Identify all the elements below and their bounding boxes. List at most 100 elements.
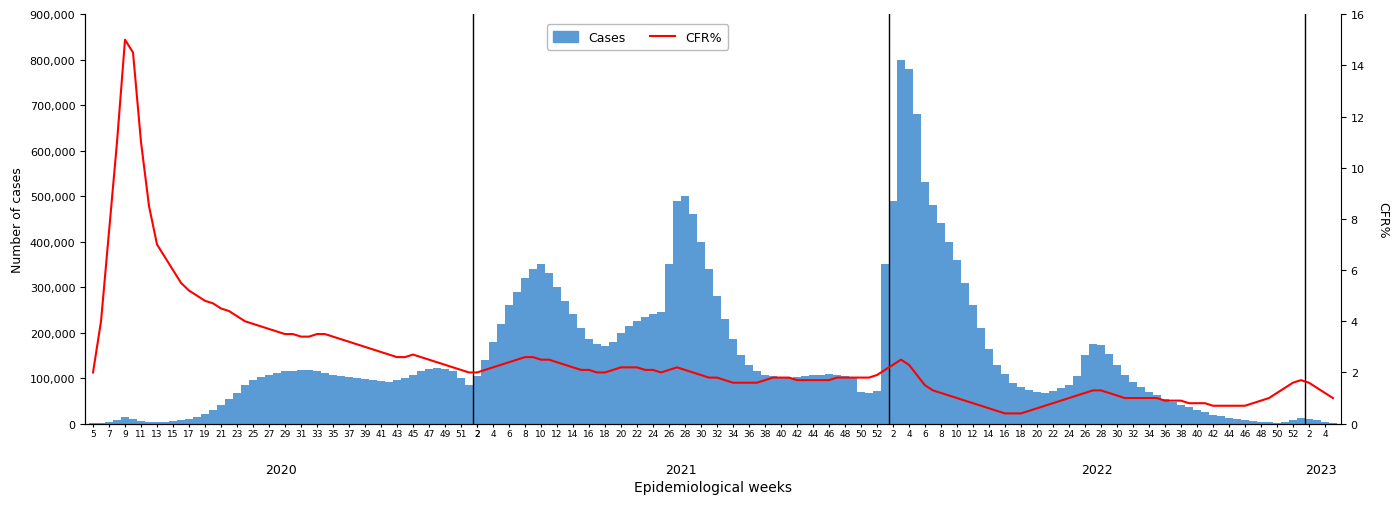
Y-axis label: CFR%: CFR% [1376,201,1389,238]
Bar [1145,392,1154,424]
Bar [721,319,729,424]
Bar [561,301,568,424]
Bar [209,410,217,424]
Bar [977,328,986,424]
Bar [1305,419,1313,424]
Bar [1273,423,1281,424]
Bar [577,328,585,424]
Bar [641,317,650,424]
Bar [273,373,281,424]
Bar [1154,396,1161,424]
Bar [889,201,897,424]
Bar [881,265,889,424]
Bar [489,342,497,424]
Bar [729,340,736,424]
Bar [321,373,329,424]
Bar [449,372,456,424]
Bar [146,423,153,424]
Bar [713,296,721,424]
Bar [1161,399,1169,424]
Bar [1266,423,1273,424]
Bar [706,269,713,424]
Bar [809,376,818,424]
Bar [249,381,258,424]
Bar [993,365,1001,424]
Bar [1049,391,1057,424]
Bar [329,375,337,424]
Bar [736,356,745,424]
Text: 2021: 2021 [665,463,697,476]
Bar [1313,421,1322,424]
Bar [193,417,202,424]
Bar [585,340,594,424]
Bar [361,379,370,424]
Bar [745,365,753,424]
Bar [769,377,777,424]
Bar [930,206,937,424]
Bar [538,265,545,424]
Bar [314,372,321,424]
Bar [465,385,473,424]
Bar [217,405,225,424]
Bar [913,115,921,424]
Bar [1081,356,1089,424]
Bar [1072,376,1081,424]
Bar [785,378,792,424]
Bar [281,372,288,424]
Bar [792,378,801,424]
Bar [441,369,449,424]
Bar [400,378,409,424]
Bar [673,201,680,424]
Bar [1329,423,1337,424]
Bar [601,346,609,424]
Bar [650,315,657,424]
Bar [777,378,785,424]
Bar [258,378,265,424]
Bar [1113,366,1121,424]
Bar [521,278,529,424]
Bar [953,261,960,424]
Bar [1217,417,1225,424]
Bar [986,349,993,424]
Bar [433,369,441,424]
Bar [680,197,689,424]
Bar [1042,393,1049,424]
Bar [344,378,353,424]
Bar [1177,405,1184,424]
Bar [305,371,314,424]
Bar [393,381,400,424]
Bar [617,333,624,424]
Bar [1249,421,1257,424]
Bar [624,326,633,424]
Text: 2022: 2022 [1081,463,1113,476]
Bar [753,372,762,424]
Bar [1240,420,1249,424]
Bar [874,391,881,424]
Bar [657,313,665,424]
Bar [169,422,176,424]
Bar [512,292,521,424]
Bar [553,287,561,424]
Bar [1257,422,1266,424]
Bar [120,417,129,424]
Bar [1098,346,1105,424]
Bar [1001,374,1009,424]
Bar [176,421,185,424]
Bar [370,380,377,424]
Bar [921,183,930,424]
Bar [969,306,977,424]
Bar [545,274,553,424]
Bar [594,344,601,424]
Bar [426,369,433,424]
Bar [385,382,393,424]
Bar [1210,415,1217,424]
Bar [1201,413,1210,424]
Bar [377,381,385,424]
Bar [865,393,874,424]
Bar [801,377,809,424]
Bar [1009,383,1016,424]
Bar [633,322,641,424]
Bar [937,224,945,424]
Bar [1025,390,1033,424]
Text: 2023: 2023 [1305,463,1337,476]
